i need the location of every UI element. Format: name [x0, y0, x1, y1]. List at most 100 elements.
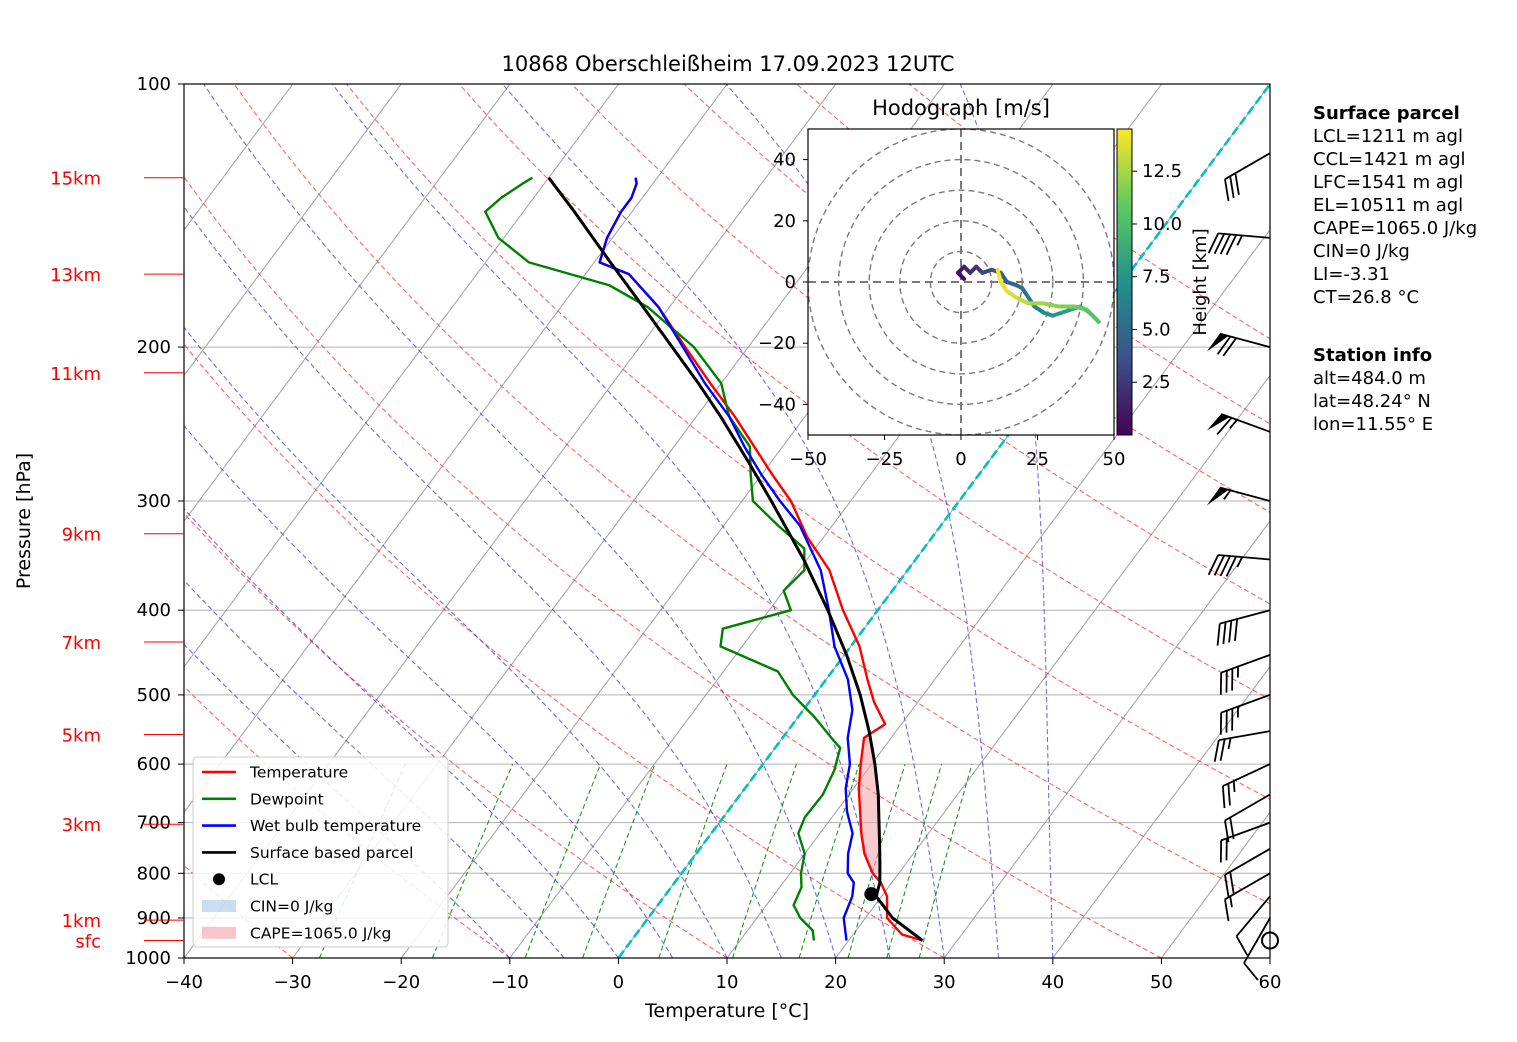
x-tick-label: −10 [491, 972, 529, 993]
axes: −40 −30 −20 −10 0 10 20 30 40 50 60100200300400500… [50, 74, 1281, 993]
mixing-ratio-line [798, 763, 860, 958]
x-tick-label: 40 [1041, 972, 1064, 993]
series-line-dewpoint [484, 176, 842, 941]
wind-barb-flag [1243, 962, 1259, 981]
cape-value: CAPE=1065.0 J/kg [1313, 218, 1478, 239]
hodograph-segment [1041, 301, 1061, 309]
y-tick-label: 700 [137, 813, 171, 834]
x-tick-label: 50 [1150, 972, 1173, 993]
dry-adiabat-line [184, 176, 1162, 958]
mixing-ratio-line [732, 763, 797, 958]
colorbar-tick-label: 7.5 [1142, 267, 1171, 288]
legend-fill-swatch [202, 900, 236, 912]
wind-barb [1213, 730, 1271, 762]
hodograph-segment [1014, 295, 1031, 306]
wind-barb-flag [1216, 335, 1232, 355]
surface-parcel-panel: Surface parcel LCL=1211 m agl CCL=1421 m… [1313, 102, 1477, 309]
legend: Temperature Dewpoint Wet bulb temperature S… [192, 756, 449, 948]
wind-barb-flag [1224, 899, 1230, 922]
hodograph-x-tick-label: 25 [1026, 449, 1049, 470]
wind-barb-staff [1220, 413, 1271, 433]
hodograph-x-tick-label: 50 [1103, 449, 1126, 470]
hodograph-y-tick-label: −40 [758, 394, 796, 415]
wind-barb-flag [1213, 739, 1220, 762]
wind-barb-pennant [1206, 487, 1229, 506]
legend-marker-swatch [213, 873, 225, 886]
isotherm-line [617, 84, 1270, 958]
wind-barb [1207, 554, 1271, 577]
x-tick-label: 0 [613, 972, 624, 993]
x-tick-label: 60 [1259, 972, 1282, 993]
wind-barb-flag [1225, 556, 1237, 577]
wind-barb [1224, 872, 1271, 922]
hodograph-title: Hodograph [m/s] [872, 96, 1050, 120]
legend-label: Dewpoint [250, 790, 324, 808]
wind-barb-flag [1224, 820, 1230, 843]
wind-barb [1206, 332, 1271, 357]
chart-title: 10868 Oberschleißheim 17.09.2023 12UTC [502, 52, 955, 76]
legend-label: Surface based parcel [250, 844, 413, 862]
wind-barb-flag [1222, 622, 1227, 645]
station-info-panel: Station info alt=484.0 m lat=48.24° N lo… [1313, 344, 1433, 436]
wind-barb-staff [1224, 793, 1271, 822]
isotherm-line [943, 520, 1270, 958]
wind-barb-half-flag [1236, 235, 1243, 246]
wind-barb [1207, 232, 1271, 256]
legend-label: Temperature [249, 764, 348, 782]
legend-label: LCL [250, 871, 278, 889]
y-tick-label: 900 [137, 908, 171, 929]
wind-barb-staff [1218, 554, 1271, 561]
wind-barb [1219, 654, 1271, 695]
mixing-ratio-line [886, 763, 943, 958]
hodograph-x-tick-label: −50 [789, 449, 827, 470]
wind-barb [1219, 694, 1271, 735]
mixing-ratio-line [918, 763, 973, 958]
hodograph-plot [808, 129, 1114, 435]
y-tick-label: 400 [137, 600, 171, 621]
legend-label: CAPE=1065.0 J/kg [250, 924, 391, 942]
legend-fill-swatch [202, 926, 236, 939]
wind-barb [1224, 848, 1271, 897]
dry-adiabat-line [184, 343, 945, 958]
legend-box [192, 756, 449, 948]
colorbar-tick-label: 12.5 [1142, 161, 1182, 182]
ct-value: CT=26.8 °C [1313, 287, 1420, 308]
lcl-marker [864, 887, 879, 902]
colorbar [1116, 128, 1133, 436]
x-tick-label: 10 [716, 972, 739, 993]
hodograph-ring [868, 189, 1054, 375]
dry-adiabat-line [346, 84, 1270, 800]
height-label: 3km [62, 815, 101, 836]
colorbar-tick-label: 2.5 [1142, 372, 1171, 393]
wind-barb-flag [1222, 337, 1237, 357]
wind-barb-flag [1234, 618, 1239, 641]
lcl-value: LCL=1211 m agl [1313, 126, 1463, 147]
legend-label: CIN=0 J/kg [250, 898, 333, 916]
series-line-wet-bulb-temperature [598, 177, 855, 941]
height-label: 9km [62, 525, 101, 546]
surface-parcel-heading: Surface parcel [1313, 103, 1460, 124]
wind-barb-staff [1218, 232, 1271, 239]
wind-barb-staff [1222, 763, 1271, 787]
wind-barb-flag [1224, 874, 1230, 897]
wind-barb-staff [1224, 872, 1271, 901]
wind-barb-flag [1216, 417, 1233, 436]
wind-barb-flag [1229, 176, 1235, 199]
wind-barb-flag [1219, 738, 1226, 761]
li-value: LI=-3.31 [1313, 264, 1390, 285]
wind-barb-flag [1219, 234, 1231, 255]
wind-barb-flag [1229, 817, 1235, 840]
wind-barb-flag [1224, 179, 1230, 202]
wind-barb-flag [1227, 783, 1231, 806]
wind-barb-flag [1207, 232, 1220, 254]
wind-barb-pennant [1206, 333, 1229, 352]
wind-barb-staff [1243, 917, 1271, 964]
cape-cin-fills [734, 416, 886, 874]
height-label: 7km [62, 633, 101, 654]
wind-barb-flag [1229, 871, 1235, 894]
hodograph-segment [1084, 307, 1101, 324]
wind-barb [1235, 895, 1271, 956]
hodograph-segment [1072, 304, 1089, 312]
wind-barb-flag [1221, 786, 1226, 809]
hodograph-x-tick-label: 0 [955, 449, 966, 470]
